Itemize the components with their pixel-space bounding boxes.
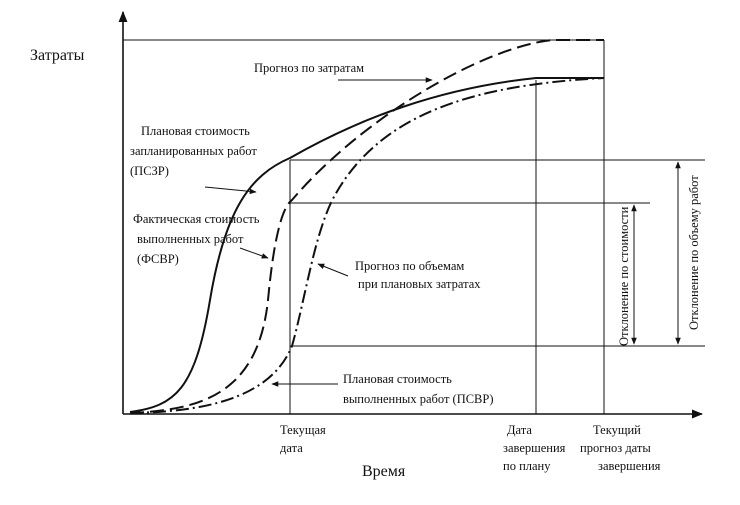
volume-forecast-pointer	[317, 263, 349, 277]
planned-completion-label-line-1: Дата	[507, 423, 532, 437]
forecast-completion-label-line-2: прогноз даты	[580, 441, 651, 455]
x-axis-label: Время	[362, 463, 406, 480]
y-axis-label: Затраты	[30, 47, 85, 64]
fsvr-label-line-3: (ФСВР)	[137, 252, 179, 266]
fsvr-label-line-1: Фактическая стоимость	[133, 212, 260, 226]
psvr-curve	[129, 77, 605, 414]
fsvr-curve	[129, 39, 604, 414]
pszr-label-line-1: Плановая стоимость	[141, 124, 250, 138]
volume-forecast-label-line-1: Прогноз по объемам	[355, 259, 464, 273]
forecast-completion-label-line-3: завершения	[598, 459, 661, 473]
current-date-label-line-1: Текущая	[280, 423, 326, 437]
pszr-label-line-3: (ПСЗР)	[130, 164, 169, 178]
forecast-completion-label-line-1: Текущий	[593, 423, 641, 437]
current-date-label-line-2: дата	[280, 441, 303, 455]
pszr-label-line-2: запланированных работ	[130, 144, 257, 158]
pszr-pointer	[204, 186, 257, 195]
psvr-label-line-2: выполненных работ (ПСВР)	[343, 392, 494, 406]
fsvr-pointer	[239, 247, 269, 259]
fsvr-label-line-2: выполненных работ	[137, 232, 244, 246]
psvr-label-line-1: Плановая стоимость	[343, 372, 452, 386]
volume-deviation-label: Отклонение по объему работ	[687, 175, 701, 330]
planned-completion-label-line-3: по плану	[503, 459, 551, 473]
cost-deviation-label: Отклонение по стоимости	[617, 206, 631, 346]
forecast-costs-label: Прогноз по затратам	[254, 61, 364, 75]
pszr-curve	[129, 77, 604, 413]
volume-forecast-label-line-2: при плановых затратах	[358, 277, 481, 291]
planned-completion-label-line-2: завершения	[503, 441, 566, 455]
